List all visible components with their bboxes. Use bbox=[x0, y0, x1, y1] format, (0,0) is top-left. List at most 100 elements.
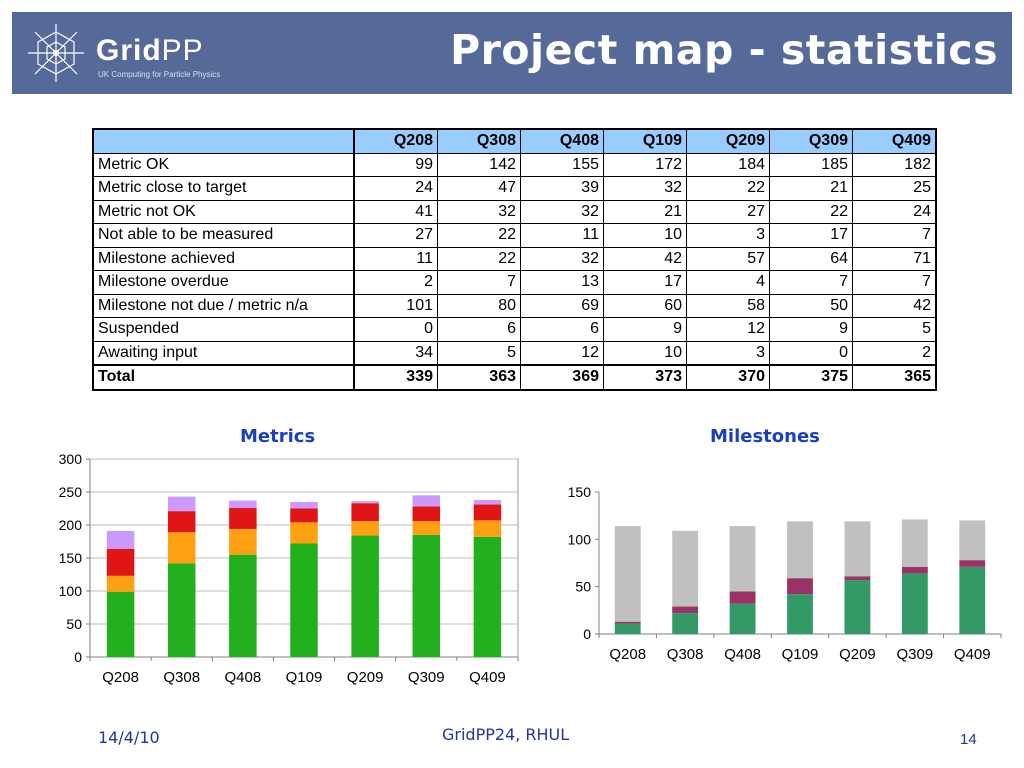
table-cell: 27 bbox=[686, 199, 770, 224]
column-header: Q408 bbox=[520, 128, 604, 154]
bar-segment bbox=[290, 501, 318, 509]
table-row: Milestone achieved 11 22 32 42 57 64 71 bbox=[92, 246, 937, 271]
table-cell: 22 bbox=[437, 246, 521, 271]
table-cell: 7 bbox=[437, 270, 521, 295]
table-cell: 13 bbox=[520, 270, 604, 295]
bar-segment bbox=[412, 521, 441, 535]
table-cell: 60 bbox=[603, 293, 687, 318]
table-cell: 21 bbox=[603, 199, 687, 224]
y-tick-label: 50 bbox=[575, 579, 591, 595]
column-header: Q308 bbox=[437, 128, 521, 154]
table-row: Awaiting input 34 5 12 10 3 0 2 bbox=[92, 340, 937, 366]
table-cell: 99 bbox=[353, 152, 438, 177]
bar-segment bbox=[106, 548, 135, 576]
table-cell: 17 bbox=[769, 223, 853, 248]
table-cell: 22 bbox=[437, 223, 521, 248]
x-tick-label: Q209 bbox=[347, 669, 384, 686]
bar-segment bbox=[229, 507, 257, 529]
row-label: Metric close to target bbox=[92, 176, 355, 201]
bar-segment bbox=[901, 573, 928, 634]
table-cell: 0 bbox=[353, 317, 438, 342]
bar-segment bbox=[106, 575, 135, 592]
x-tick-label: Q309 bbox=[408, 669, 445, 686]
table-cell: 7 bbox=[852, 223, 937, 248]
table-cell: 41 bbox=[353, 199, 438, 224]
table-cell: 71 bbox=[852, 246, 937, 271]
row-label: Total bbox=[92, 364, 355, 390]
column-header: Q409 bbox=[852, 128, 937, 154]
bar-segment bbox=[351, 535, 379, 657]
table-cell: 9 bbox=[603, 317, 687, 342]
slide-header: GridPP UK Computing for Particle Physics… bbox=[12, 12, 1012, 94]
row-label: Milestone overdue bbox=[92, 270, 355, 295]
bar-segment bbox=[614, 621, 641, 624]
x-tick-label: Q408 bbox=[724, 646, 761, 663]
row-label: Milestone not due / metric n/a bbox=[92, 293, 355, 318]
x-tick-label: Q109 bbox=[286, 669, 323, 686]
bar-segment bbox=[473, 499, 502, 505]
table-cell: 24 bbox=[852, 199, 937, 224]
table-cell: 4 bbox=[686, 270, 770, 295]
table-cell: 7 bbox=[769, 270, 853, 295]
bar-segment bbox=[106, 591, 135, 657]
plot-area bbox=[89, 458, 519, 658]
page-number: 14 bbox=[960, 731, 977, 748]
bar-segment bbox=[901, 519, 928, 567]
row-label: Awaiting input bbox=[92, 340, 355, 366]
y-tick-label: 150 bbox=[568, 484, 592, 500]
table-cell: 184 bbox=[686, 152, 770, 177]
bar-segment bbox=[787, 594, 813, 634]
table-cell: 373 bbox=[603, 364, 687, 390]
column-header: Q109 bbox=[603, 128, 687, 154]
bar-segment bbox=[229, 528, 257, 555]
table-cell: 369 bbox=[520, 364, 604, 390]
table-cell: 6 bbox=[437, 317, 521, 342]
table-row: Milestone not due / metric n/a 101 80 69 60 5… bbox=[92, 293, 937, 318]
row-label: Metric not OK bbox=[92, 199, 355, 224]
bar-segment bbox=[412, 506, 441, 522]
y-tick-label: 300 bbox=[59, 451, 83, 467]
table-cell: 34 bbox=[353, 340, 438, 366]
table-cell: 39 bbox=[520, 176, 604, 201]
table-cell: 375 bbox=[769, 364, 853, 390]
bar-segment bbox=[959, 560, 986, 567]
table-row: Not able to be measured 27 22 11 10 3 17 7 bbox=[92, 223, 937, 248]
bar-segment bbox=[844, 576, 871, 581]
bar-segment bbox=[729, 591, 756, 604]
x-tick-label: Q208 bbox=[609, 646, 646, 663]
y-tick-label: 50 bbox=[66, 616, 82, 632]
y-tick-label: 0 bbox=[583, 626, 591, 642]
x-tick-label: Q209 bbox=[839, 646, 876, 663]
table-cell: 0 bbox=[769, 340, 853, 366]
x-tick-label: Q409 bbox=[954, 646, 991, 663]
y-tick-label: 0 bbox=[74, 649, 82, 665]
bar-segment bbox=[229, 554, 257, 657]
bar-segment bbox=[787, 578, 813, 595]
bar-segment bbox=[672, 606, 699, 614]
bar-segment bbox=[787, 521, 813, 579]
row-label: Milestone achieved bbox=[92, 246, 355, 271]
table-cell: 10 bbox=[603, 340, 687, 366]
table-cell: 3 bbox=[686, 223, 770, 248]
milestones-chart-title: Milestones bbox=[710, 426, 820, 447]
table-cell: 69 bbox=[520, 293, 604, 318]
bar-segment bbox=[351, 501, 379, 504]
table-cell: 32 bbox=[520, 199, 604, 224]
table-cell: 363 bbox=[437, 364, 521, 390]
bar-segment bbox=[351, 503, 379, 522]
bar-segment bbox=[473, 520, 502, 537]
table-cell: 182 bbox=[852, 152, 937, 177]
grid-globe-icon bbox=[28, 24, 84, 82]
table-cell: 12 bbox=[520, 340, 604, 366]
bar-segment bbox=[844, 580, 871, 634]
x-tick-label: Q409 bbox=[469, 669, 506, 686]
table-cell: 24 bbox=[353, 176, 438, 201]
table-cell: 7 bbox=[852, 270, 937, 295]
table-cell: 365 bbox=[852, 364, 937, 390]
bar-segment bbox=[729, 603, 756, 634]
table-cell: 6 bbox=[520, 317, 604, 342]
x-tick-label: Q208 bbox=[102, 669, 139, 686]
bar-segment bbox=[106, 530, 135, 549]
bar-segment bbox=[473, 536, 502, 657]
table-cell: 32 bbox=[437, 199, 521, 224]
